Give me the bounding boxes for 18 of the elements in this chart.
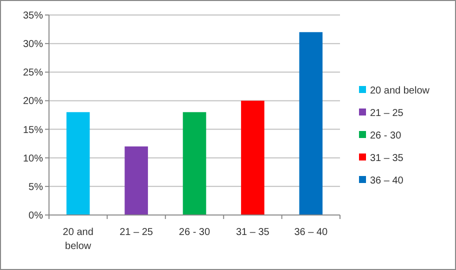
x-tick-label: 20 and below (62, 227, 94, 252)
y-tick-label: 35% (22, 10, 44, 22)
legend-label: 21 – 25 (370, 108, 404, 119)
legend-label: 20 and below (370, 86, 430, 96)
y-tick-label: 25% (22, 68, 44, 79)
x-tick-label: 31 – 35 (236, 227, 270, 238)
y-tick-label: 15% (22, 124, 44, 136)
y-tick-label: 10% (22, 153, 44, 164)
x-tick-label: 21 – 25 (120, 227, 154, 238)
x-tick-label: 26 - 30 (178, 227, 210, 238)
y-tick-label: 5% (28, 182, 44, 193)
x-tick-label: 36 – 40 (294, 227, 328, 238)
y-tick-label: 20% (22, 96, 44, 108)
legend-label: 36 – 40 (370, 176, 404, 186)
y-tick-label: 0% (28, 210, 44, 222)
y-tick-label: 30% (22, 39, 44, 50)
legend-label: 26 - 30 (370, 130, 402, 142)
legend-label: 31 – 35 (370, 153, 404, 164)
